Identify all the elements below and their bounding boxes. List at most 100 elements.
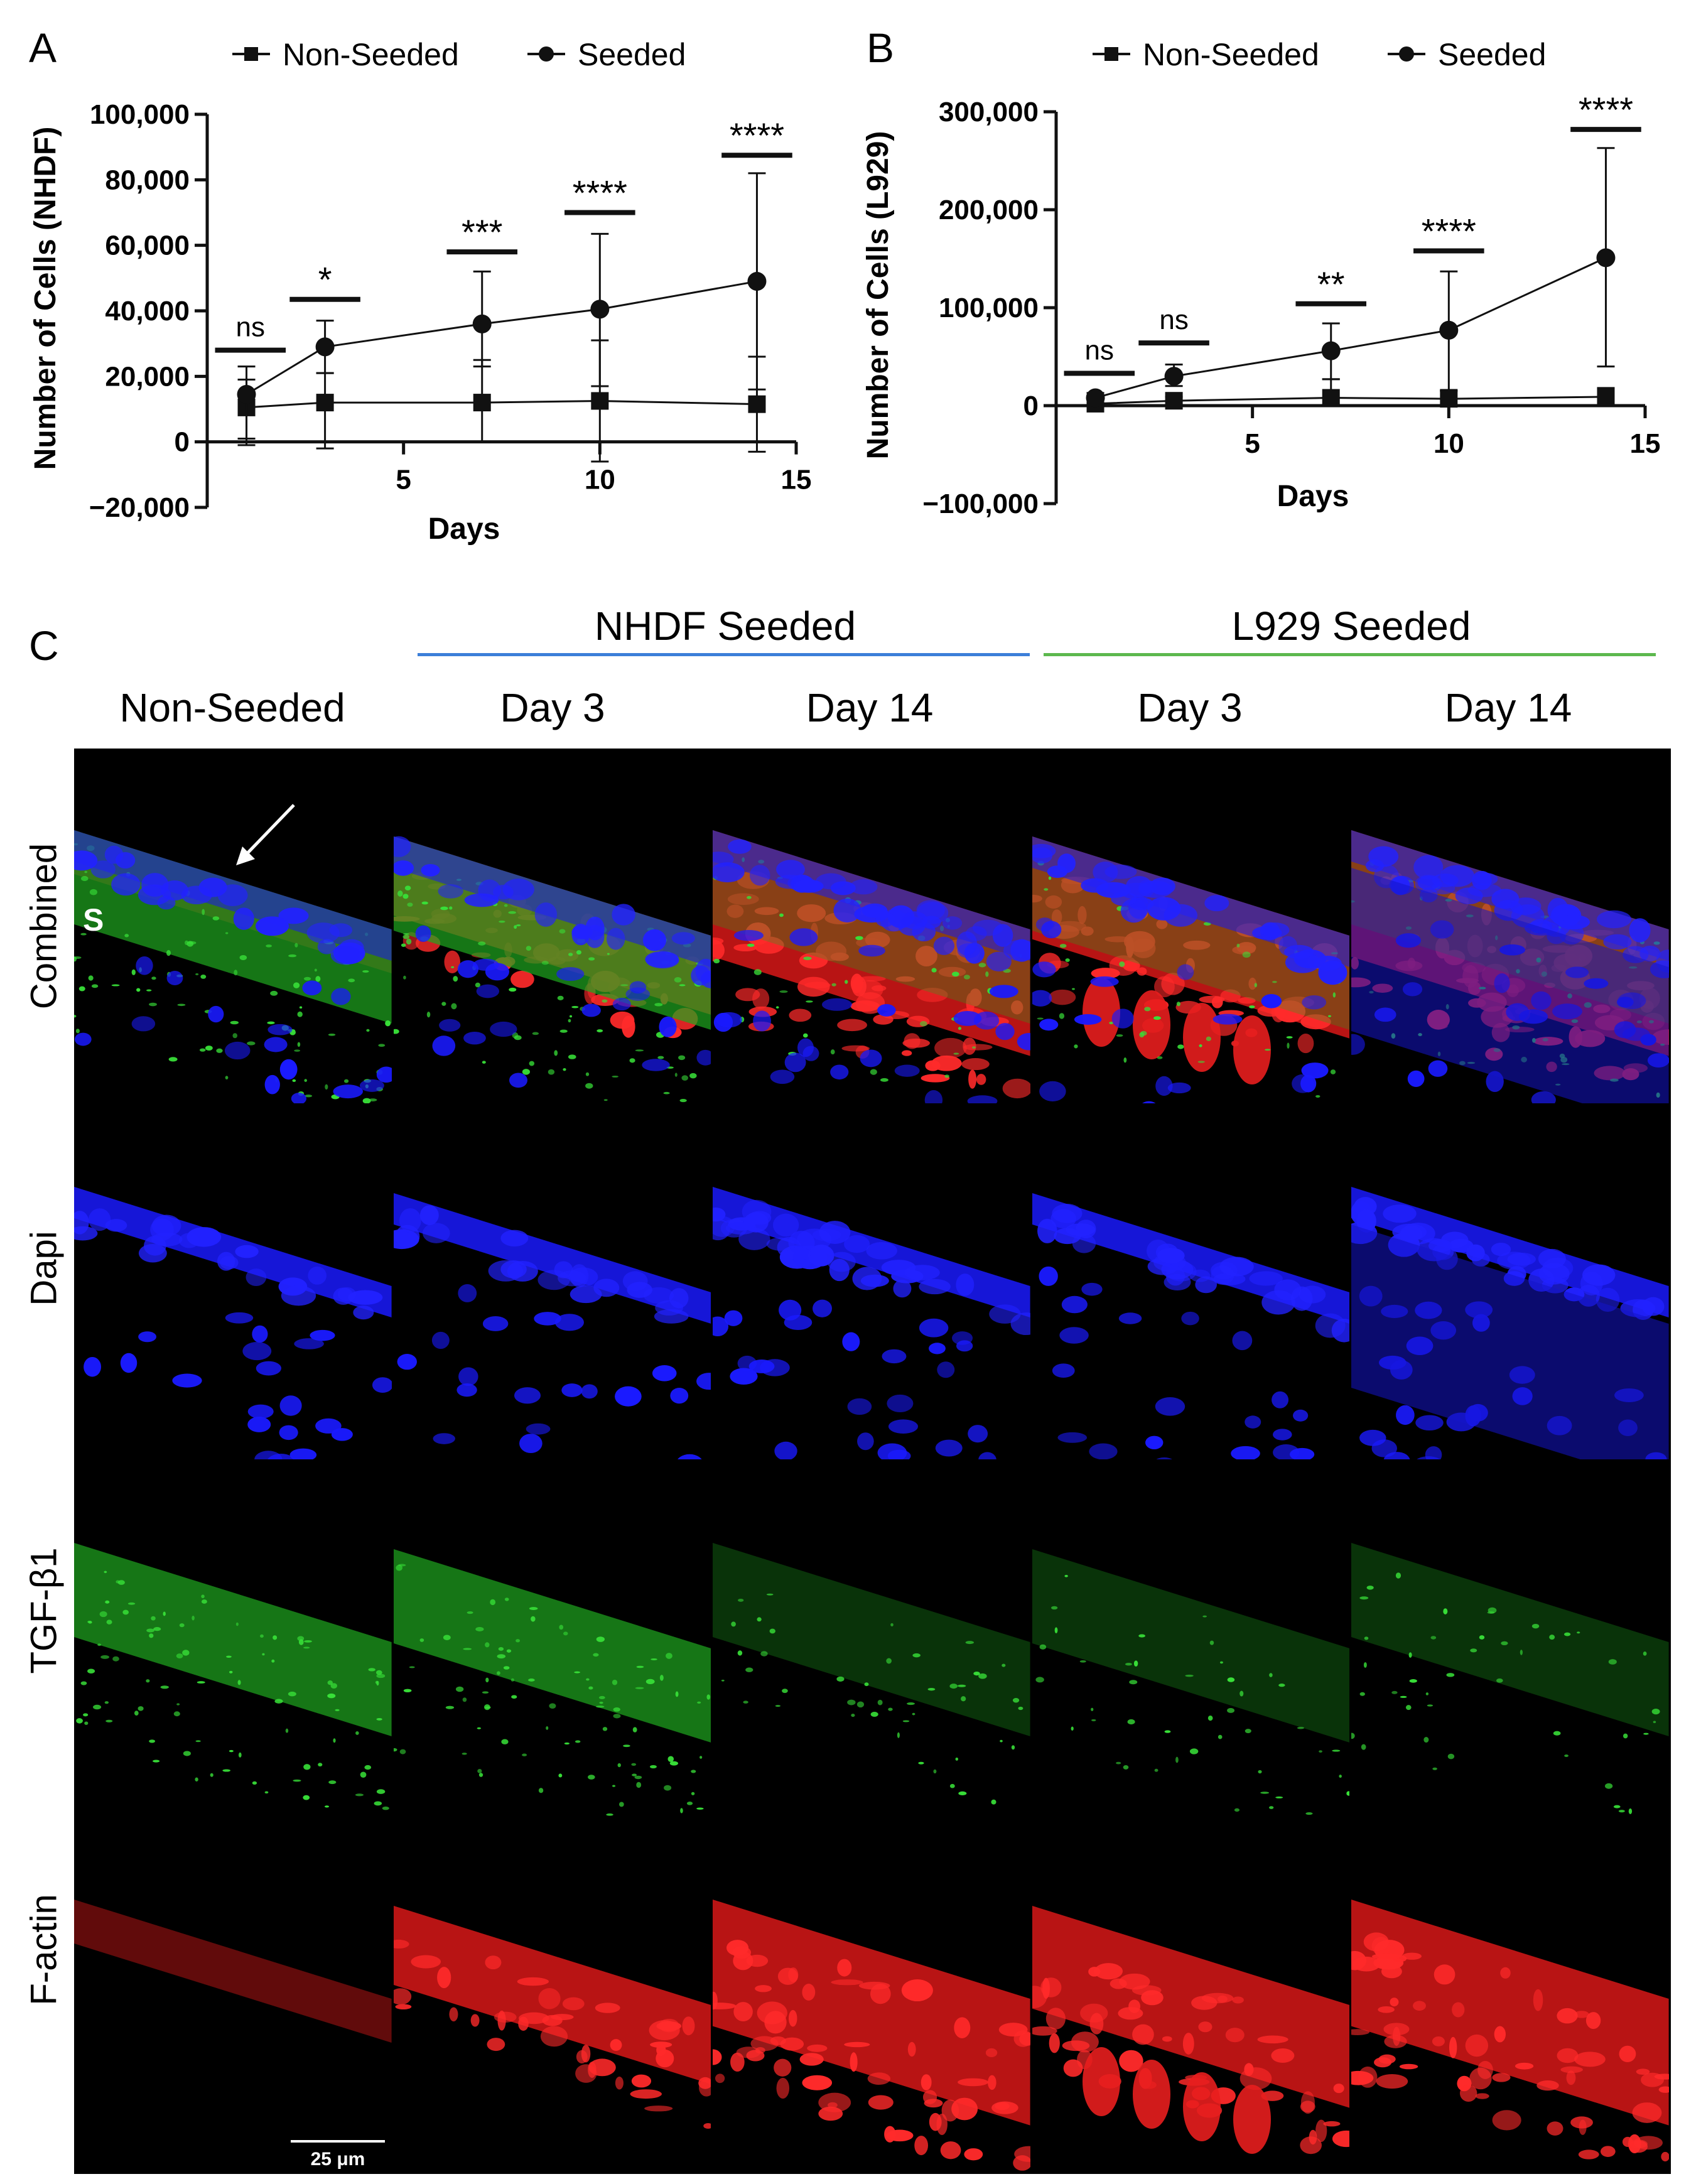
tgf-puncta: [1054, 1627, 1058, 1634]
nucleus: [993, 924, 1013, 947]
tgf-puncta: [409, 1666, 415, 1668]
nucleus: [252, 1325, 268, 1343]
tgf-puncta: [238, 1752, 242, 1758]
actin-fiber: [715, 2073, 725, 2083]
tgf-puncta: [506, 1649, 511, 1653]
tgf-puncta: [303, 1764, 311, 1770]
nucleus: [652, 1365, 677, 1381]
tgf-puncta: [1258, 1770, 1262, 1774]
actin-fiber: [449, 2006, 458, 2021]
nucleus: [1076, 1219, 1096, 1238]
tgf-puncta: [696, 1701, 701, 1704]
tgf-puncta: [91, 984, 99, 988]
tgf-puncta: [1000, 1739, 1003, 1743]
tgf-puncta: [663, 1785, 671, 1791]
data-point-non-seeded: [1165, 392, 1183, 410]
tgf-puncta: [958, 1027, 962, 1030]
tgf-puncta: [605, 1813, 613, 1816]
tgf-puncta: [450, 966, 454, 968]
tgf-puncta: [1332, 992, 1336, 998]
nucleus: [456, 1383, 477, 1397]
nucleus: [967, 1095, 998, 1103]
actin-fiber: [649, 2041, 672, 2048]
nucleus: [224, 1041, 251, 1060]
actin-fiber: [931, 1055, 962, 1071]
y-tick-label: −100,000: [922, 489, 1039, 519]
tgf-puncta: [738, 1598, 744, 1602]
tgf-puncta: [1400, 1695, 1407, 1698]
tgf-puncta: [1487, 1611, 1495, 1614]
tgf-puncta: [602, 1727, 607, 1731]
tgf-puncta: [239, 954, 247, 961]
nucleus: [1057, 853, 1076, 873]
micrograph-image: [1351, 1543, 1669, 1815]
tgf-puncta: [179, 1623, 185, 1628]
nucleus: [877, 1004, 896, 1017]
tgf-puncta: [611, 1075, 618, 1078]
nucleus: [1017, 1033, 1030, 1051]
arrow-annotation: [241, 804, 295, 860]
nucleus: [160, 880, 188, 901]
tgf-puncta: [575, 1740, 581, 1743]
nucleus: [376, 1066, 392, 1083]
actin-fiber: [1156, 919, 1168, 929]
nucleus: [724, 1310, 743, 1326]
nucleus: [776, 860, 806, 879]
tgf-puncta: [617, 1763, 621, 1768]
actin-fiber: [746, 1954, 769, 1967]
nucleus: [728, 839, 752, 854]
tgf-puncta: [1614, 1805, 1621, 1808]
row-label-tgf: TGF-β1: [23, 1547, 65, 1674]
actin-fiber: [802, 2075, 833, 2090]
tgf-puncta: [1605, 1783, 1613, 1789]
actin-fiber: [1238, 997, 1256, 1004]
nucleus: [1111, 1008, 1134, 1029]
nucleus: [255, 916, 289, 936]
nucleus: [919, 1318, 949, 1338]
actin-fiber: [1494, 2026, 1506, 2042]
nucleus: [990, 985, 1018, 998]
tgf-puncta: [521, 1753, 527, 1756]
nucleus: [330, 946, 362, 965]
nucleus: [104, 845, 124, 864]
actin-fiber: [1198, 2021, 1212, 2032]
tgf-puncta: [769, 1628, 776, 1634]
actin-fiber: [1452, 2001, 1465, 2017]
tgf-puncta: [538, 1788, 543, 1793]
tgf-puncta: [1470, 1648, 1477, 1653]
nucleus: [333, 1084, 363, 1099]
legend-marker-non-seeded: [244, 47, 258, 61]
nucleus: [1057, 1432, 1087, 1443]
actin-fiber: [562, 1997, 585, 2010]
tgf-puncta: [485, 1677, 489, 1683]
tgf-puncta: [362, 970, 369, 973]
tgf-puncta: [972, 1046, 976, 1049]
tgf-puncta: [195, 973, 199, 976]
tgf-puncta: [1236, 943, 1240, 948]
nucleus: [1472, 1252, 1490, 1267]
tgf-puncta: [303, 976, 311, 981]
nucleus: [606, 927, 625, 950]
tgf-puncta: [498, 921, 505, 923]
tgf-puncta: [588, 957, 595, 961]
tgf-puncta: [325, 1084, 328, 1090]
tgf-puncta: [475, 982, 480, 988]
actin-band: [1351, 1899, 1669, 2126]
tgf-puncta: [1138, 1634, 1145, 1638]
tgf-puncta: [304, 1079, 308, 1082]
micrograph-image: [1032, 1905, 1350, 2154]
tgf-puncta: [635, 1687, 644, 1689]
nucleus: [1413, 855, 1444, 880]
tgf-puncta: [376, 1789, 386, 1794]
tgf-puncta: [965, 1641, 975, 1645]
actin-fiber: [395, 2004, 411, 2009]
actin-fiber: [1333, 2083, 1344, 2093]
tgf-puncta: [80, 1681, 87, 1685]
tgf-puncta: [1037, 1017, 1044, 1020]
tgf-puncta: [74, 1015, 77, 1018]
tgf-puncta: [232, 1033, 238, 1039]
micrograph-combined-l929-day14: [1351, 749, 1669, 1103]
x-tick-label: 15: [781, 465, 812, 495]
nucleus: [279, 1425, 298, 1440]
actin-fiber: [872, 985, 887, 992]
